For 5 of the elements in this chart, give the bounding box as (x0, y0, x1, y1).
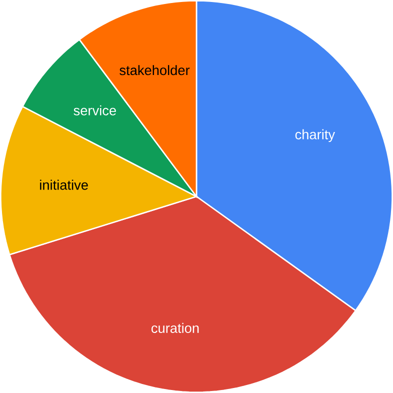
slice-label: charity (295, 129, 336, 142)
slice-label: stakeholder (120, 65, 190, 76)
slice-label: initiative (40, 180, 88, 190)
slice-label: service (74, 105, 116, 116)
slice-label: curation (152, 322, 199, 333)
